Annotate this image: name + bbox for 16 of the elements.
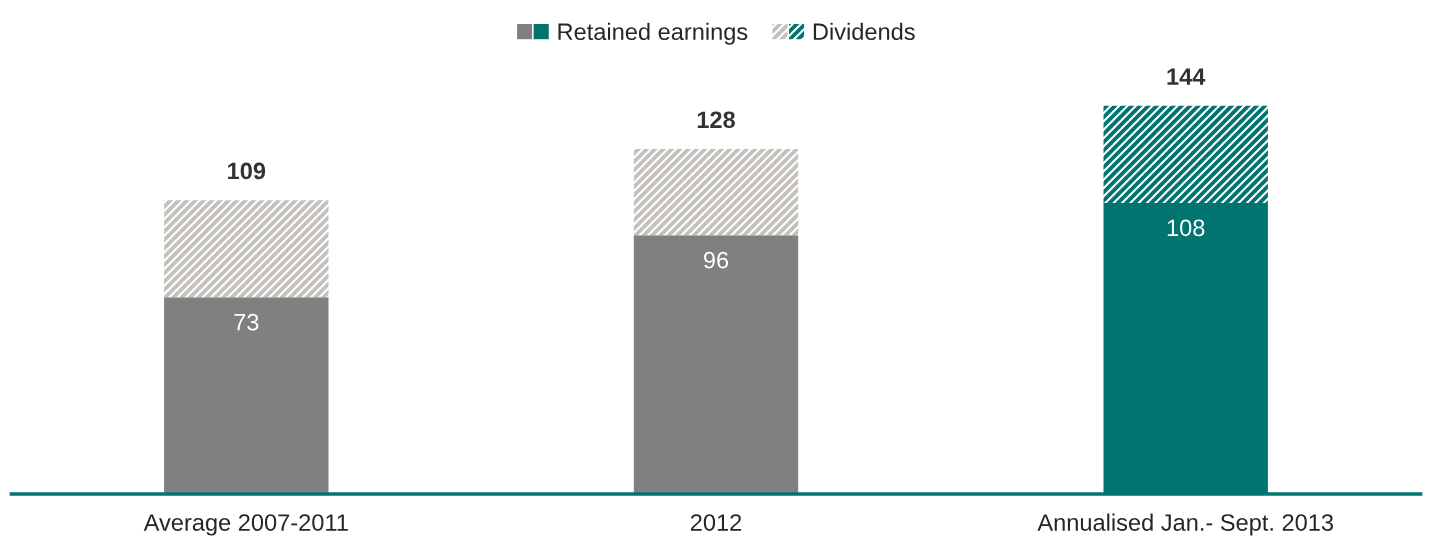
legend-label: Dividends [813,22,915,41]
legend-label: Retained earnings [558,22,748,45]
bar [164,297,329,495]
data-label: 73 [234,313,259,331]
total-label: 109 [228,162,266,180]
bar [633,235,799,495]
total-label: 128 [697,111,735,129]
data-label: 108 [1167,219,1205,237]
bar [633,148,799,236]
bar [164,200,329,298]
data-label: 96 [703,251,729,269]
total-label: 144 [1167,68,1206,85]
x-tick-label: Average 2007-2011 [143,514,348,536]
x-tick-label: 2012 [690,514,742,531]
x-tick-label: Annualised Jan.- Sept. 2013 [1037,513,1333,536]
bar [1103,105,1268,203]
